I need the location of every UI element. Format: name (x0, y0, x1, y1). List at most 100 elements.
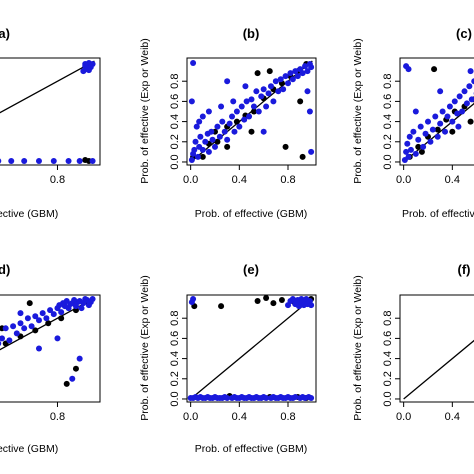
data-point (434, 133, 441, 140)
panel-d: (d) Prob. of effective (GBM) 0.40.8 (0, 262, 101, 455)
data-point (47, 307, 54, 314)
data-point (263, 394, 270, 401)
data-point (224, 143, 231, 150)
data-point (424, 118, 431, 125)
data-point (211, 143, 218, 150)
data-point (287, 70, 294, 77)
data-point (263, 103, 270, 110)
x-tick-label: 0.8 (280, 411, 295, 423)
data-point (193, 123, 200, 130)
data-point (248, 128, 255, 135)
data-point (56, 302, 63, 309)
y-axis-label: Prob. of effective (Exp or Weib) (139, 275, 151, 421)
data-point (420, 143, 427, 150)
data-point (218, 103, 225, 110)
data-point (205, 108, 212, 115)
y-tick-label: 0.6 (169, 94, 181, 109)
y-tick-label: 0.2 (169, 134, 181, 149)
panel-e: (e) Prob. of effective (GBM) Prob. of ef… (139, 262, 317, 455)
x-tick-label: 0.4 (232, 411, 247, 423)
data-point (85, 67, 92, 74)
panel-a: (a) Prob. of effective (GBM) 0.40.8 (0, 26, 101, 220)
data-point (255, 108, 262, 115)
data-point (415, 136, 422, 143)
x-axis-label: Prob. of effective (GBM) (0, 443, 58, 455)
reference-line (0, 60, 95, 114)
data-point (292, 68, 299, 75)
panel-frame (186, 57, 317, 166)
data-point (194, 153, 201, 160)
data-point (199, 113, 206, 120)
data-point (277, 76, 284, 83)
panel-frame (0, 57, 101, 166)
panel-frame (186, 294, 317, 403)
data-point (260, 128, 267, 135)
data-point (233, 108, 240, 115)
data-point (250, 103, 257, 110)
data-point (442, 128, 449, 135)
data-point (263, 295, 270, 302)
data-point (71, 297, 78, 304)
data-point (299, 153, 306, 160)
data-point (417, 123, 424, 130)
data-point (50, 311, 57, 318)
x-tick-label: 0.0 (396, 174, 411, 186)
data-point (238, 103, 245, 110)
data-point (218, 303, 225, 310)
panel-f: (f) Prob. of effective (Exp or Weib) 0.0… (352, 262, 474, 423)
data-point (275, 88, 282, 95)
data-point (219, 118, 226, 125)
data-point (461, 88, 468, 95)
panel-title: (c) (456, 26, 472, 41)
y-tick-label: 0.8 (382, 74, 394, 89)
x-axis-label: Prob. of effective (GBM) (195, 443, 307, 455)
data-point (278, 297, 285, 304)
data-point (446, 103, 453, 110)
data-point (463, 100, 470, 107)
data-point (403, 148, 410, 155)
x-axis-label: Prob. of effective (GBM) (195, 208, 307, 220)
data-point (289, 76, 296, 83)
data-point (216, 133, 223, 140)
data-point (429, 126, 436, 133)
data-point (192, 138, 199, 145)
data-point (295, 303, 302, 310)
y-tick-label: 0.6 (382, 331, 394, 346)
y-tick-label: 0.8 (382, 311, 394, 326)
data-point (466, 83, 473, 90)
data-point (404, 140, 411, 147)
data-point (214, 123, 221, 130)
x-tick-label: 0.8 (280, 174, 295, 186)
data-point (32, 313, 39, 320)
data-point (13, 330, 20, 337)
data-point (76, 157, 83, 164)
data-point (405, 66, 412, 73)
y-tick-label: 0.8 (169, 74, 181, 89)
data-point (82, 296, 89, 303)
data-point (282, 143, 289, 150)
data-point (437, 120, 444, 127)
data-point (270, 98, 277, 105)
data-point (6, 337, 13, 344)
data-point (439, 108, 446, 115)
data-point (24, 315, 31, 322)
data-point (308, 302, 315, 309)
data-point (467, 68, 474, 75)
panel-title: (d) (0, 262, 10, 277)
data-point (241, 116, 248, 123)
data-point (226, 120, 233, 127)
data-point (308, 148, 315, 155)
data-point (412, 150, 419, 157)
data-point (190, 296, 197, 303)
data-point (297, 98, 304, 105)
x-axis-label: Prob. of effective (402, 208, 474, 220)
data-point (214, 138, 221, 145)
data-point (50, 157, 57, 164)
panel-title: (a) (0, 26, 10, 41)
data-point (17, 310, 24, 317)
x-tick-label: 0.4 (445, 174, 460, 186)
data-point (196, 118, 203, 125)
x-tick-label: 0.0 (183, 174, 198, 186)
panel-frame (0, 294, 101, 403)
